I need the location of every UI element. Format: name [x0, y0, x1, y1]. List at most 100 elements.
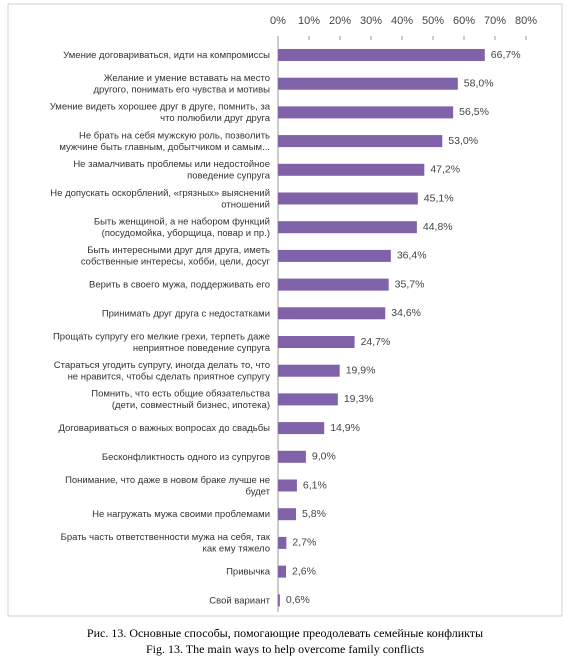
label-line: Привычка: [226, 566, 271, 577]
bar: [278, 106, 454, 119]
bar: [278, 450, 306, 463]
category-label: Бесконфликтность одного из супругов: [102, 451, 270, 462]
value-label: 2,7%: [292, 537, 316, 549]
label-line: Не нагружать мужа своими проблемами: [92, 509, 270, 520]
value-label: 56,5%: [459, 106, 489, 118]
x-tick-label: 40%: [391, 15, 413, 27]
x-tick-label: 30%: [360, 15, 382, 27]
label-line: собственные интересы, хобби, цели, досуг: [81, 256, 271, 267]
category-label: Не брать на себя мужскую роль, позволить…: [59, 130, 270, 153]
value-label: 34,6%: [391, 307, 421, 319]
bar: [278, 479, 297, 492]
label-line: Быть интересными друг для друга, иметь: [87, 245, 270, 256]
category-label: Умение видеть хорошее друг в друге, помн…: [50, 101, 271, 124]
label-line: Помнить, что есть общие обязательства: [91, 388, 270, 399]
category-label: Умение договариваться, идти на компромис…: [63, 50, 270, 61]
x-tick-label: 80%: [515, 15, 537, 27]
label-line: отношений: [221, 199, 270, 210]
value-label: 2,6%: [292, 565, 316, 577]
label-line: будет: [245, 486, 270, 497]
bar: [278, 221, 417, 234]
category-label: Договариваться о важных вопросах до свад…: [58, 423, 270, 434]
label-line: (дети, совместный бизнес, ипотека): [112, 400, 270, 411]
bar: [278, 192, 418, 205]
label-line: Прощать супругу его мелкие грехи, терпет…: [53, 331, 270, 342]
bar: [278, 336, 355, 348]
caption: Рис. 13. Основные способы, помогающие пр…: [87, 626, 483, 640]
label-line: Не замалчивать проблемы или недостойное: [73, 159, 270, 170]
value-label: 19,3%: [344, 393, 374, 405]
x-tick-label: 50%: [422, 15, 444, 27]
bar: [278, 249, 391, 262]
label-line: что полюбили друг друга: [160, 113, 271, 124]
label-line: Умение договариваться, идти на компромис…: [63, 50, 270, 61]
bar: [278, 49, 485, 61]
value-label: 66,7%: [491, 49, 521, 61]
label-line: Не брать на себя мужскую роль, позволить: [79, 130, 270, 141]
label-line: мужчине быть главным, добытчиком и самым…: [59, 141, 270, 152]
value-label: 36,4%: [397, 250, 427, 262]
bar: [278, 536, 287, 549]
category-label: Не замалчивать проблемы или недостойное п…: [73, 159, 270, 182]
value-label: 44,8%: [423, 221, 453, 233]
value-label: 19,9%: [346, 364, 376, 376]
value-label: 5,8%: [302, 508, 326, 520]
value-label: 24,7%: [361, 336, 391, 348]
x-tick-label: 60%: [453, 15, 475, 27]
value-label: 35,7%: [395, 278, 425, 290]
bar: [278, 163, 425, 176]
label-line: Свой вариант: [209, 595, 270, 606]
x-tick-label: 0%: [270, 15, 286, 27]
x-tick-label: 70%: [484, 15, 506, 27]
label-line: Желание и умение вставать на место: [104, 72, 270, 83]
label-line: Брать часть ответственности мужа на себя…: [61, 532, 271, 543]
value-label: 0,6%: [286, 594, 310, 606]
bar: [278, 594, 280, 607]
category-label: Желание и умение вставать на место другог…: [93, 72, 270, 95]
category-label: Брать часть ответственности мужа на себя…: [61, 532, 271, 555]
value-label: 9,0%: [312, 451, 336, 463]
value-label: 45,1%: [424, 192, 454, 204]
value-label: 14,9%: [330, 422, 360, 434]
label-line: не нравится, чтобы сделать приятное супр…: [68, 371, 271, 382]
label-line: поведение супруга: [187, 170, 271, 181]
bar: [278, 77, 458, 90]
bar: [278, 508, 296, 521]
category-label: Быть интересными друг для друга, иметь со…: [81, 245, 271, 268]
label-line: Умение видеть хорошее друг в друге, помн…: [50, 101, 271, 112]
chart-frame: [7, 3, 563, 617]
label-line: Верить в своего мужа, поддерживать его: [89, 279, 270, 290]
caption: Fig. 13. The main ways to help overcome …: [146, 642, 424, 656]
label-line: неприятное поведение супруга: [133, 342, 271, 353]
label-line: Понимание, что даже в новом браке лучше …: [65, 474, 270, 485]
label-line: Договариваться о важных вопросах до свад…: [58, 423, 270, 434]
bar: [278, 565, 287, 578]
value-label: 58,0%: [464, 77, 494, 89]
label-line: Принимать друг друга с недостатками: [102, 308, 270, 319]
label-line: Стараться угодить супругу, иногда делать…: [54, 359, 270, 370]
value-label: 6,1%: [303, 479, 327, 491]
label-line: (посудомойка, уборщица, повар и пр.): [102, 227, 270, 238]
bar: [278, 135, 443, 148]
x-tick-label: 10%: [298, 15, 320, 27]
bar: [278, 278, 389, 291]
category-label: Помнить, что есть общие обязательства (де…: [91, 388, 270, 411]
category-label: Не нагружать мужа своими проблемами: [92, 509, 270, 520]
value-label: 47,2%: [430, 164, 460, 176]
category-label: Верить в своего мужа, поддерживать его: [89, 279, 270, 290]
bar: [278, 422, 325, 435]
category-label: Быть женщиной, а не набором функций (посу…: [94, 216, 270, 239]
category-label: Привычка: [226, 566, 271, 577]
category-label: Понимание, что даже в новом браке лучше …: [65, 474, 271, 497]
label-line: Не допускать оскорблений, «грязных» выяс…: [50, 187, 270, 198]
bar: [278, 307, 386, 320]
category-label: Не допускать оскорблений, «грязных» выяс…: [50, 187, 270, 210]
bar: [278, 393, 338, 406]
x-tick-label: 20%: [329, 15, 351, 27]
label-line: как ему тяжело: [202, 543, 270, 554]
value-label: 53,0%: [448, 135, 478, 147]
label-line: Быть женщиной, а не набором функций: [94, 216, 270, 227]
category-label: Принимать друг друга с недостатками: [102, 308, 270, 319]
category-label: Прощать супругу его мелкие грехи, терпет…: [53, 331, 271, 354]
